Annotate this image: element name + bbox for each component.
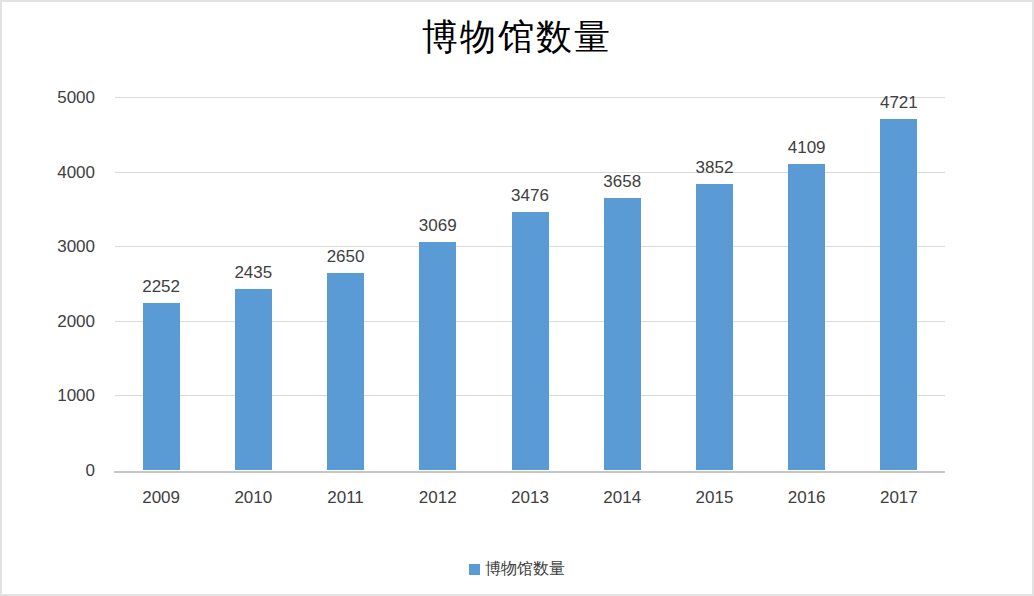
bar-2013 [512,212,549,470]
x-axis-line [114,471,945,473]
x-axis-tick-label: 2010 [234,488,272,508]
bar-data-label: 4721 [880,93,918,113]
x-axis-tick-label: 2015 [696,488,734,508]
x-axis-tick-label: 2017 [880,488,918,508]
x-axis-tick-label: 2013 [511,488,549,508]
bar-2015 [696,184,733,470]
bar-data-label: 2650 [327,247,365,267]
bar-data-label: 3658 [603,172,641,192]
y-axis-tick-label: 4000 [35,163,95,183]
y-axis-tick-label: 0 [35,461,95,481]
bar-2014 [604,198,641,470]
bar-data-label: 2435 [234,263,272,283]
bar-data-label: 4109 [788,138,826,158]
y-axis-tick-label: 2000 [35,312,95,332]
chart-frame: 博物馆数量 0100020003000400050002252200924352… [0,0,1034,596]
bar-data-label: 3476 [511,186,549,206]
x-axis-tick-label: 2012 [419,488,457,508]
legend: 博物馆数量 [2,560,1032,578]
bar-data-label: 3069 [419,216,457,236]
bar-2017 [880,119,917,470]
y-gridline [115,97,945,98]
y-axis-tick-label: 3000 [35,237,95,257]
bar-2010 [235,289,272,470]
bar-2009 [143,303,180,470]
chart-title: 博物馆数量 [2,14,1032,60]
plot-area: 0100020003000400050002252200924352010265… [115,98,945,471]
legend-label: 博物馆数量 [485,560,565,578]
bar-data-label: 2252 [142,277,180,297]
y-axis-tick-label: 5000 [35,88,95,108]
bar-data-label: 3852 [696,158,734,178]
bar-2016 [788,164,825,470]
bar-2011 [327,273,364,470]
x-axis-tick-label: 2009 [142,488,180,508]
x-axis-tick-label: 2011 [327,488,364,508]
y-axis-tick-label: 1000 [35,386,95,406]
legend-swatch-icon [469,564,480,575]
bar-2012 [419,242,456,470]
x-axis-tick-label: 2014 [603,488,641,508]
x-axis-tick-label: 2016 [788,488,826,508]
